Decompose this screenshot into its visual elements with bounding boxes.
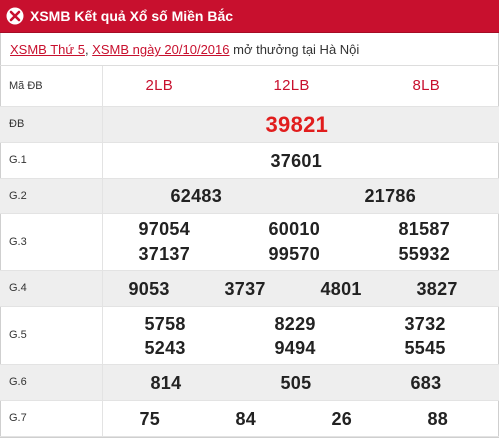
prize-number: 8229	[274, 313, 316, 334]
prize-cell: 9053 3737 4801 3827	[102, 270, 499, 307]
table-row: ĐB 39821	[0, 106, 499, 143]
prize-number: 75	[139, 408, 161, 429]
separator-text: ,	[84, 42, 93, 57]
prize-number: 9494	[274, 337, 316, 358]
prize-cell: 62483 21786	[102, 178, 499, 214]
table-row: Mã ĐB 2LB 12LB 8LB	[0, 66, 499, 107]
prize-number: 37137	[138, 243, 191, 264]
prize-cell: 814 505 683	[102, 364, 499, 401]
prize-number: 9053	[128, 278, 170, 299]
row-label: ĐB	[0, 106, 103, 143]
prize-number: 55932	[398, 243, 451, 264]
prize-cell: 39821	[102, 106, 499, 143]
prize-cell: 75 84 26 88	[102, 400, 499, 437]
prize-number: 37601	[270, 150, 323, 171]
prize-number: 26	[331, 408, 353, 429]
location-text: mở thưởng tại Hà Nội	[229, 42, 360, 57]
prize-number: 97054	[138, 218, 191, 239]
prize-number: 99570	[268, 243, 321, 264]
table-row: G.6 814 505 683	[0, 364, 499, 401]
prize-number: 21786	[364, 185, 417, 206]
prize-number: 3737	[224, 278, 266, 299]
row-label: G.2	[0, 178, 103, 214]
table-row: G.2 62483 21786	[0, 178, 499, 214]
row-label: G.5	[0, 306, 103, 365]
prize-number: 3827	[416, 278, 458, 299]
weekday-link[interactable]: XSMB Thứ 5	[10, 42, 85, 57]
prize-number: 62483	[170, 185, 223, 206]
row-label: G.7	[0, 400, 103, 437]
date-link[interactable]: XSMB ngày 20/10/2016	[92, 42, 230, 57]
code-cell: 2LB 12LB 8LB	[102, 66, 499, 107]
results-table: Mã ĐB 2LB 12LB 8LB ĐB 39821 G.1 37601 G.…	[0, 66, 499, 437]
special-code: 2LB	[145, 77, 174, 94]
row-label: G.6	[0, 364, 103, 401]
special-prize-number: 39821	[265, 111, 329, 137]
prize-number: 5243	[144, 337, 186, 358]
prize-cell: 5758 8229 3732 5243 9494 5545	[102, 306, 499, 365]
prize-number: 505	[280, 372, 312, 393]
prize-number: 4801	[320, 278, 362, 299]
row-label: G.1	[0, 142, 103, 179]
lottery-logo-icon	[6, 7, 24, 25]
prize-number: 5545	[404, 337, 446, 358]
prize-cell: 97054 60010 81587 37137 99570 55932	[102, 213, 499, 271]
row-label: G.4	[0, 270, 103, 307]
special-code: 8LB	[412, 77, 441, 94]
prize-number: 814	[150, 372, 182, 393]
table-row: G.3 97054 60010 81587 37137 99570 55932	[0, 213, 499, 271]
table-row: G.1 37601	[0, 142, 499, 179]
table-row: G.7 75 84 26 88	[0, 400, 499, 437]
prize-number: 3732	[404, 313, 446, 334]
prize-number: 5758	[144, 313, 186, 334]
table-row: G.4 9053 3737 4801 3827	[0, 270, 499, 307]
prize-number: 88	[427, 408, 449, 429]
prize-cell: 37601	[102, 142, 499, 179]
prize-number: 81587	[398, 218, 451, 239]
prize-number: 84	[235, 408, 257, 429]
row-label: Mã ĐB	[0, 66, 103, 107]
table-row: G.5 5758 8229 3732 5243 9494 5545	[0, 306, 499, 365]
prize-number: 60010	[268, 218, 321, 239]
special-code: 12LB	[273, 77, 310, 94]
panel-header: XSMB Kết quả Xổ số Miền Bắc	[0, 0, 499, 33]
draw-info: XSMB Thứ 5, XSMB ngày 20/10/2016 mở thưở…	[0, 33, 499, 66]
panel-title: XSMB Kết quả Xổ số Miền Bắc	[30, 8, 234, 24]
row-label: G.3	[0, 213, 103, 271]
prize-number: 683	[410, 372, 442, 393]
